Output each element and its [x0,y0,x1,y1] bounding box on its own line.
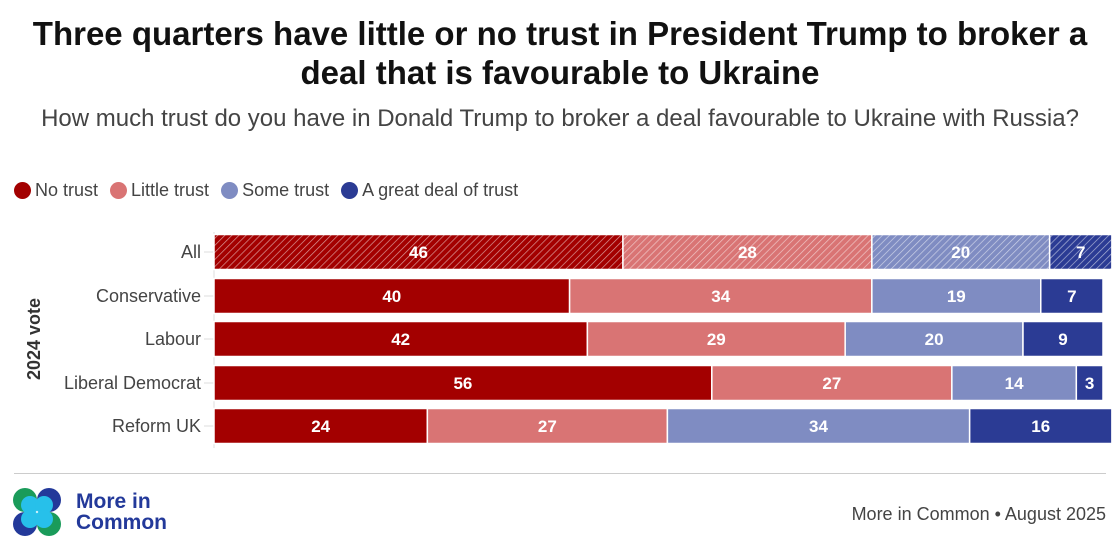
data-label: 9 [1058,330,1067,349]
legend-label: A great deal of trust [362,180,519,200]
bar-segment [213,407,429,445]
divider [14,473,1106,474]
bar-segment [1048,233,1113,271]
data-label: 42 [391,330,410,349]
bar-segment [968,407,1113,445]
data-label: 20 [951,243,970,262]
stacked-bar-chart: 2024 vote All 46 28 20 7 Conservative 40 34 19 7 La… [24,232,1113,448]
bar-segment [1022,320,1104,358]
chart-subtitle: How much trust do you have in Donald Tru… [41,105,1079,132]
category-label: Liberal Democrat [64,373,201,393]
data-label: 20 [925,330,944,349]
logo: More in Common [12,487,167,537]
bar-segment [213,233,624,271]
legend-swatch [14,182,31,199]
bar-segment [844,320,1024,358]
logo-text-1: More in [76,490,151,513]
logo-icon [13,488,61,536]
data-label: 7 [1067,287,1076,306]
data-label: 7 [1076,243,1085,262]
bar-segment [1040,277,1104,315]
bar-segment [711,364,953,402]
y-axis-title: 2024 vote [24,298,44,380]
data-label: 34 [809,417,828,436]
data-label: 46 [409,243,428,262]
bar-segment [213,320,589,358]
legend-item: Little trust [110,180,209,201]
legend-item: A great deal of trust [341,180,518,201]
bar-segment [666,407,971,445]
source-note: More in Common • August 2025 [851,504,1106,524]
data-label: 19 [947,287,966,306]
bar-segment [213,277,571,315]
bar-segment [426,407,669,445]
legend-label: Little trust [131,180,210,200]
legend-item: No trust [14,180,98,201]
bar-segment [951,364,1078,402]
bar-segment [213,364,713,402]
data-label: 3 [1085,374,1094,393]
data-label: 29 [707,330,726,349]
bar-segment [1075,364,1104,402]
bar-segment [871,277,1042,315]
category-label: Conservative [96,286,201,306]
legend-swatch [341,182,359,199]
legend-item: Some trust [221,180,329,201]
legend-swatch [221,182,239,199]
chart-title: Three quarters have little or no trust i… [32,15,1088,91]
legend-swatch [110,182,128,199]
data-label: 56 [453,374,472,393]
data-label: 28 [738,243,757,262]
legend-label: Some trust [242,180,330,200]
logo-text-2: Common [76,511,167,534]
legend-label: No trust [35,180,99,200]
data-label: 27 [822,374,841,393]
category-label: All [181,242,201,262]
data-label: 24 [311,417,330,436]
data-label: 40 [382,287,401,306]
data-label: 16 [1031,417,1050,436]
data-label: 27 [538,417,557,436]
bar-segment [622,233,873,271]
category-label: Reform UK [112,416,201,436]
legend: No trust Little trust Some trust A great de… [14,180,518,201]
category-label: Labour [145,329,201,349]
data-label: 14 [1005,374,1024,393]
data-label: 34 [711,287,730,306]
